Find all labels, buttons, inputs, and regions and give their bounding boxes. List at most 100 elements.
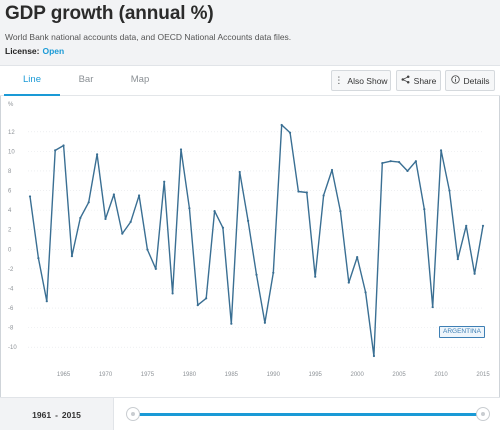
- details-label: Details: [463, 75, 490, 86]
- y-axis-unit-label: %: [8, 102, 14, 108]
- x-tick-label: 1990: [267, 372, 281, 378]
- data-point: [423, 208, 426, 211]
- tab-bar[interactable]: Bar: [78, 74, 94, 85]
- x-axis-ticks: 1965 1970 1975 1980 1985 1990 1995 2000 2005 2010…: [57, 372, 490, 378]
- data-point: [171, 292, 174, 295]
- x-tick-label: 1965: [57, 372, 71, 378]
- data-point: [263, 321, 266, 324]
- info-icon: [450, 75, 460, 86]
- data-point: [247, 219, 250, 222]
- license-line: License: Open: [5, 46, 64, 56]
- data-point: [288, 131, 292, 134]
- data-point: [314, 275, 317, 278]
- details-button[interactable]: Details: [445, 70, 495, 91]
- y-tick-label: 6: [8, 189, 12, 195]
- range-end-handle[interactable]: [476, 407, 490, 421]
- also-show-button[interactable]: ⋮ Also Show: [331, 70, 391, 91]
- data-point: [129, 220, 132, 223]
- footer-range: 1961 - 2015: [0, 397, 500, 430]
- range-start-handle[interactable]: [126, 407, 140, 421]
- data-point: [154, 267, 157, 270]
- data-point: [230, 322, 233, 325]
- y-tick-label: -4: [8, 286, 14, 292]
- data-point: [439, 149, 443, 152]
- year-range-readout: 1961 - 2015: [0, 398, 114, 430]
- y-tick-label: 8: [8, 169, 12, 175]
- data-point: [179, 148, 183, 151]
- data-point: [414, 160, 417, 163]
- data-point: [305, 191, 308, 194]
- x-tick-label: 2015: [476, 372, 490, 378]
- y-tick-label: -6: [8, 306, 14, 312]
- data-point: [465, 224, 468, 227]
- series-line-argentina: [29, 124, 484, 357]
- source-note: World Bank national accounts data, and O…: [5, 32, 292, 42]
- data-point: [112, 193, 115, 196]
- data-point: [398, 161, 401, 164]
- x-tick-label: 2005: [392, 372, 406, 378]
- data-point: [456, 257, 459, 261]
- handle-grip-icon: [131, 412, 135, 416]
- data-point: [481, 224, 485, 227]
- series-tooltip: ARGENTINA: [439, 326, 485, 338]
- data-point: [45, 300, 48, 303]
- x-tick-label: 1970: [99, 372, 113, 378]
- x-tick-label: 2000: [350, 372, 364, 378]
- gridlines: [28, 131, 483, 348]
- data-point: [96, 153, 99, 156]
- x-tick-label: 1975: [141, 372, 155, 378]
- share-button[interactable]: Share: [396, 70, 441, 91]
- y-tick-label: 10: [8, 149, 15, 155]
- tab-line[interactable]: Line: [4, 66, 60, 96]
- line-chart: -10 -8 -6 -4 -2 0 2 4 6 8 10 12 1965 1970 1975 1980 198…: [0, 97, 500, 387]
- data-point: [196, 304, 199, 307]
- data-point: [347, 281, 350, 284]
- data-point: [372, 354, 376, 358]
- range-end: 2015: [61, 409, 81, 420]
- data-point: [389, 160, 392, 163]
- page-title: GDP growth (annual %): [5, 3, 214, 24]
- data-point: [146, 248, 149, 251]
- tab-map[interactable]: Map: [130, 74, 150, 85]
- x-tick-label: 1985: [225, 372, 239, 378]
- y-tick-label: -2: [8, 267, 14, 273]
- data-point: [280, 123, 283, 127]
- data-point: [431, 305, 434, 309]
- line-chart-svg: -10 -8 -6 -4 -2 0 2 4 6 8 10 12 1965 1970 1975 1980 198…: [8, 102, 490, 378]
- chart-header: GDP growth (annual %) World Bank nationa…: [0, 0, 500, 66]
- y-tick-label: 4: [8, 208, 12, 214]
- data-point: [238, 170, 241, 174]
- vertical-dots-icon: ⋮: [334, 75, 344, 85]
- data-point: [255, 273, 258, 276]
- data-point: [70, 255, 74, 258]
- data-point: [28, 195, 32, 198]
- y-tick-label: 2: [8, 228, 12, 234]
- data-point: [406, 169, 409, 173]
- data-point: [339, 210, 342, 213]
- y-tick-label: -8: [8, 326, 14, 332]
- data-point: [62, 144, 65, 147]
- range-separator: -: [55, 409, 58, 420]
- data-point: [121, 232, 124, 235]
- license-link[interactable]: Open: [42, 46, 65, 56]
- data-point: [297, 190, 300, 193]
- view-tab-bar: Line Bar Map ⋮ Also Show Share Details: [0, 66, 500, 96]
- data-point: [473, 272, 476, 275]
- share-icon: [401, 75, 410, 86]
- y-tick-label: -10: [8, 345, 17, 351]
- year-range-slider-track[interactable]: [133, 413, 483, 416]
- license-label: License:: [5, 46, 40, 56]
- data-point: [322, 194, 325, 197]
- data-point: [381, 162, 384, 165]
- data-point: [37, 257, 40, 260]
- data-point: [330, 168, 334, 172]
- data-point: [364, 291, 367, 294]
- data-point: [448, 189, 451, 192]
- x-tick-label: 2010: [434, 372, 448, 378]
- handle-grip-icon: [481, 412, 485, 416]
- data-point: [188, 207, 191, 210]
- data-point: [137, 194, 141, 197]
- data-point: [79, 216, 82, 220]
- data-point: [87, 201, 90, 204]
- data-point: [163, 180, 166, 183]
